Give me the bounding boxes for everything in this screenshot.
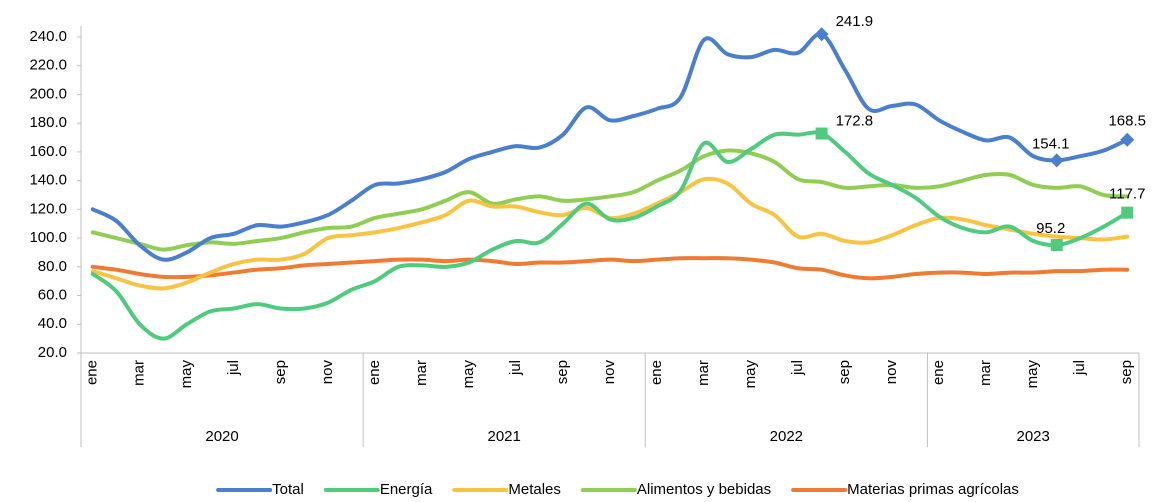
y-tick-label: 60.0: [38, 287, 67, 304]
legend-label: Metales: [508, 481, 561, 498]
data-label: 117.7: [1109, 186, 1145, 203]
x-tick-label: nov: [601, 360, 618, 385]
series-line: [90, 32, 1130, 262]
data-label: 241.9: [836, 13, 874, 30]
legend-label: Materias primas agrícolas: [847, 481, 1019, 498]
y-tick-label: 220.0: [29, 57, 67, 74]
y-tick-label: 160.0: [29, 143, 67, 160]
group-label: 2022: [770, 428, 803, 445]
x-tick-label: mar: [413, 360, 430, 386]
x-tick-label: ene: [930, 360, 947, 385]
y-tick-label: 40.0: [38, 315, 67, 332]
x-tick-label: sep: [554, 360, 571, 384]
x-tick-label: sep: [1118, 360, 1135, 384]
x-tick-label: sep: [836, 360, 853, 384]
series-line: [90, 130, 1130, 341]
marker: [1049, 153, 1064, 168]
x-tick-label: mar: [695, 360, 712, 386]
x-tick-label: may: [1024, 360, 1041, 389]
group-label: 2020: [205, 428, 238, 445]
x-tick-label: ene: [84, 360, 101, 385]
marker: [1120, 132, 1135, 147]
marker: [1050, 238, 1063, 251]
legend: Total Energía Metales Alimentos y bebidas Ma…: [216, 481, 1019, 498]
y-tick-label: 120.0: [29, 200, 67, 217]
x-tick-label: jul: [225, 360, 242, 376]
x-tick-label: nov: [883, 360, 900, 385]
group-label: 2023: [1017, 428, 1050, 445]
data-label: 172.8: [836, 112, 874, 129]
x-tick-label: may: [178, 360, 195, 389]
y-tick-label: 240.0: [29, 28, 67, 45]
data-label: 154.1: [1032, 135, 1070, 152]
x-tick-label: nov: [319, 360, 336, 385]
x-tick-label: may: [742, 360, 759, 389]
legend-label: Energía: [380, 481, 433, 498]
series-line: [90, 256, 1130, 281]
x-tick-label: jul: [507, 360, 524, 376]
x-tick-label: mar: [131, 360, 148, 386]
y-tick-label: 200.0: [29, 85, 67, 102]
x-tick-label: sep: [272, 360, 289, 384]
x-tick-label: mar: [977, 360, 994, 386]
x-tick-label: jul: [1071, 360, 1088, 376]
series-line: [90, 148, 1130, 252]
y-tick-label: 20.0: [38, 344, 67, 361]
data-label: 168.5: [1108, 113, 1146, 130]
marker: [1121, 206, 1134, 219]
y-tick-label: 180.0: [29, 114, 67, 131]
x-tick-label: ene: [648, 360, 665, 385]
x-tick-label: ene: [366, 360, 383, 385]
legend-label: Alimentos y bebidas: [637, 481, 771, 498]
y-tick-label: 140.0: [29, 172, 67, 189]
y-tick-label: 80.0: [38, 258, 67, 275]
y-tick-label: 100.0: [29, 229, 67, 246]
group-label: 2021: [488, 428, 521, 445]
marker: [815, 127, 828, 140]
marker: [814, 27, 829, 42]
x-tick-label: jul: [789, 360, 806, 376]
x-tick-label: may: [460, 360, 477, 389]
data-label: 95.2: [1036, 220, 1065, 237]
legend-label: Total: [272, 481, 304, 498]
